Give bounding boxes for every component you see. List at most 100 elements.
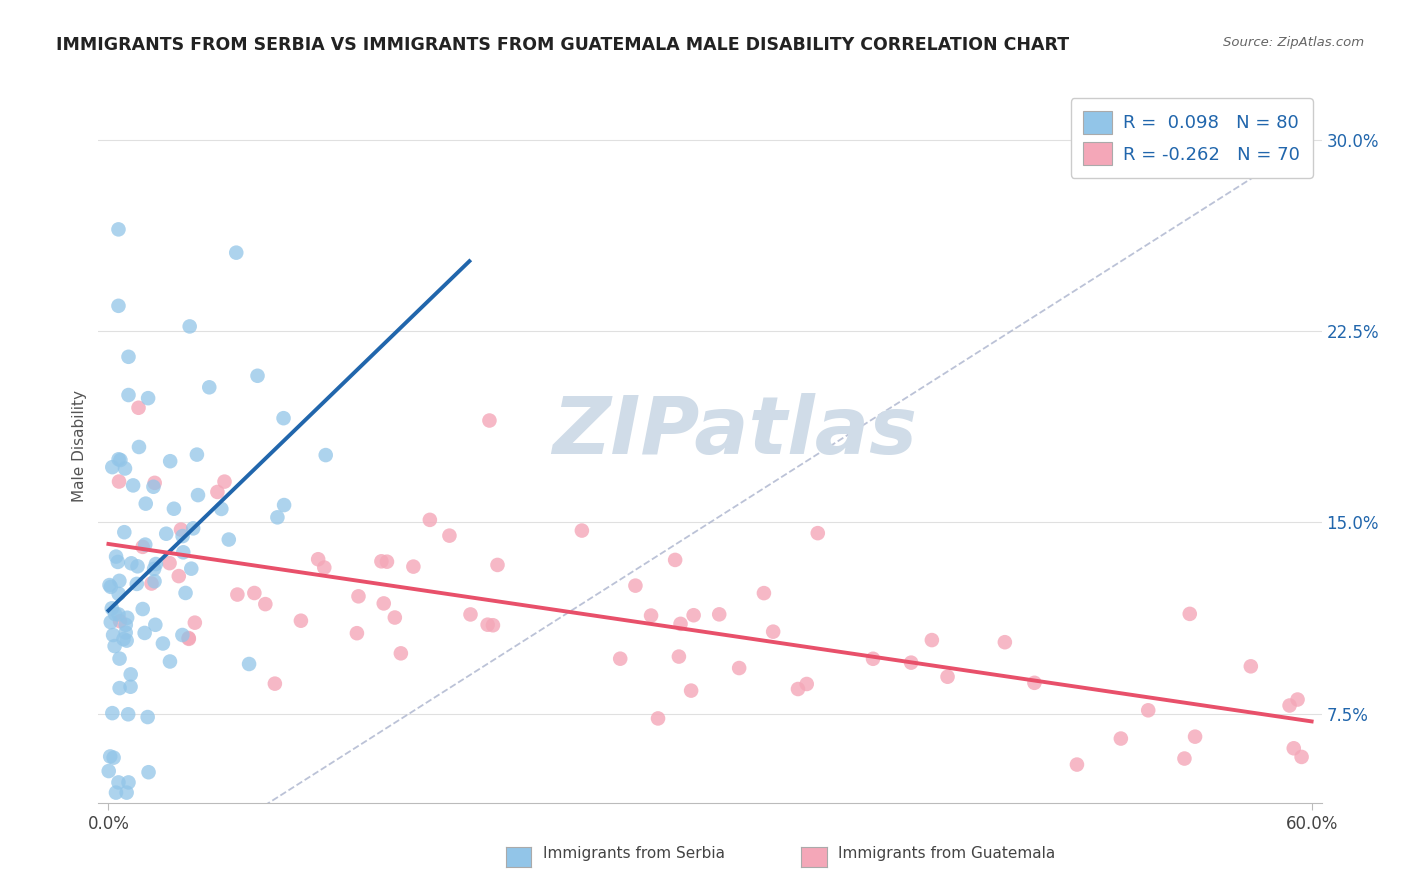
Point bbox=[104, 607, 127, 621]
Point bbox=[115, 611, 138, 625]
Point bbox=[134, 538, 156, 552]
Point bbox=[921, 633, 943, 648]
Point bbox=[273, 411, 295, 425]
Point bbox=[143, 617, 166, 632]
Point bbox=[862, 652, 884, 666]
Point bbox=[143, 574, 166, 589]
Point bbox=[1173, 751, 1195, 765]
Point bbox=[681, 683, 703, 698]
Point bbox=[117, 388, 139, 402]
Point bbox=[114, 617, 136, 632]
Point bbox=[181, 521, 204, 535]
Point bbox=[762, 624, 785, 639]
Point bbox=[180, 562, 202, 576]
Point bbox=[664, 553, 686, 567]
Point bbox=[100, 615, 122, 629]
Text: Immigrants from Serbia: Immigrants from Serbia bbox=[543, 847, 724, 861]
Point bbox=[214, 475, 236, 489]
Point bbox=[389, 646, 412, 660]
Point bbox=[155, 526, 177, 541]
Point bbox=[108, 475, 131, 489]
Point bbox=[246, 368, 269, 383]
Point bbox=[187, 488, 209, 502]
Text: ZIPatlas: ZIPatlas bbox=[553, 392, 917, 471]
Point bbox=[132, 602, 155, 616]
Point bbox=[209, 502, 232, 516]
Point bbox=[127, 559, 149, 574]
Point bbox=[263, 676, 285, 690]
Text: Immigrants from Guatemala: Immigrants from Guatemala bbox=[838, 847, 1056, 861]
Point bbox=[238, 657, 260, 671]
Point bbox=[110, 453, 132, 467]
Point bbox=[482, 618, 505, 632]
Point bbox=[145, 557, 167, 571]
Point bbox=[131, 540, 153, 554]
Point bbox=[478, 413, 501, 427]
Point bbox=[936, 670, 959, 684]
Point bbox=[128, 401, 150, 415]
Point bbox=[994, 635, 1017, 649]
Point bbox=[1184, 730, 1206, 744]
Point bbox=[1066, 757, 1088, 772]
Point bbox=[107, 775, 129, 789]
Point bbox=[796, 677, 818, 691]
Point bbox=[807, 526, 830, 541]
Point bbox=[179, 319, 201, 334]
Point bbox=[117, 707, 139, 722]
Point bbox=[107, 555, 129, 569]
Point bbox=[1286, 692, 1309, 706]
Point bbox=[100, 580, 122, 594]
Point bbox=[167, 569, 190, 583]
Point bbox=[108, 651, 131, 665]
Point bbox=[136, 391, 159, 405]
Point bbox=[1109, 731, 1132, 746]
Point bbox=[571, 524, 593, 538]
Point bbox=[128, 440, 150, 454]
Point bbox=[159, 655, 181, 669]
Point bbox=[709, 607, 731, 622]
Point bbox=[486, 558, 509, 572]
Point bbox=[107, 222, 129, 236]
Point bbox=[900, 656, 922, 670]
Point bbox=[1291, 750, 1313, 764]
Point bbox=[787, 681, 810, 696]
Point bbox=[97, 764, 120, 778]
Point bbox=[120, 667, 142, 681]
Point bbox=[266, 510, 288, 524]
Point bbox=[728, 661, 751, 675]
Point bbox=[315, 448, 337, 462]
Point bbox=[98, 578, 121, 592]
Point bbox=[117, 350, 139, 364]
Point bbox=[103, 750, 125, 764]
Point bbox=[384, 610, 406, 624]
Point bbox=[122, 478, 145, 492]
Legend: R =  0.098   N = 80, R = -0.262   N = 70: R = 0.098 N = 80, R = -0.262 N = 70 bbox=[1071, 98, 1313, 178]
Point bbox=[114, 461, 136, 475]
Point bbox=[159, 454, 181, 468]
Point bbox=[112, 525, 135, 540]
Point bbox=[290, 614, 312, 628]
Point bbox=[104, 639, 127, 653]
Point bbox=[112, 632, 135, 646]
Point bbox=[120, 557, 142, 571]
Point bbox=[307, 552, 329, 566]
Point bbox=[143, 562, 166, 576]
Point bbox=[254, 597, 277, 611]
Point bbox=[163, 501, 186, 516]
Point bbox=[120, 680, 142, 694]
Point bbox=[138, 765, 160, 780]
Point bbox=[98, 749, 121, 764]
Point bbox=[370, 554, 392, 568]
Point bbox=[172, 545, 194, 559]
Point bbox=[419, 513, 441, 527]
Point bbox=[114, 625, 136, 640]
Point bbox=[101, 706, 124, 720]
Point bbox=[1178, 607, 1201, 621]
Y-axis label: Male Disability: Male Disability bbox=[72, 390, 87, 502]
Point bbox=[172, 628, 194, 642]
Point bbox=[101, 628, 124, 642]
Point bbox=[141, 576, 163, 591]
Point bbox=[105, 549, 128, 564]
Point bbox=[104, 786, 127, 800]
Point bbox=[135, 497, 157, 511]
